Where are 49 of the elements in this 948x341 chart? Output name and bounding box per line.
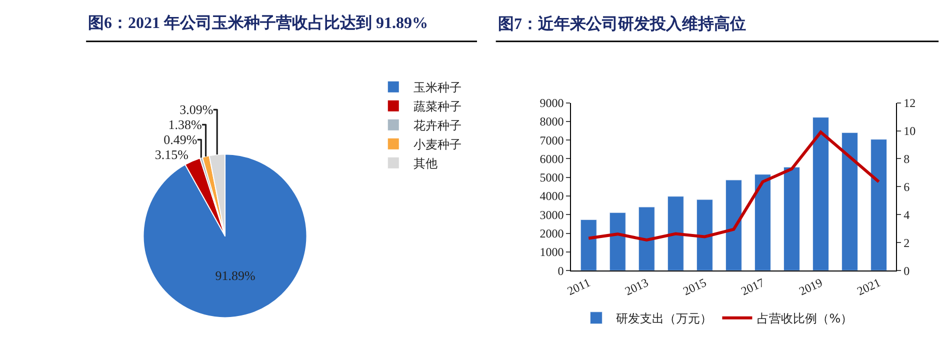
y2-tick-label: 8: [904, 152, 910, 166]
x-tick-label: 2019: [796, 275, 825, 298]
legend-label: 小麦种子: [413, 138, 462, 152]
y2-tick-label: 6: [904, 180, 910, 194]
legend-label: 蔬菜种子: [413, 100, 462, 114]
data-label: 1.38%: [168, 117, 202, 132]
legend-label: 玉米种子: [413, 80, 462, 95]
y-tick-label: 5000: [540, 170, 564, 185]
y2-tick-label: 10: [904, 124, 916, 138]
y-tick-label: 6000: [540, 152, 564, 166]
y-tick-label: 1000: [540, 245, 564, 260]
y2-tick-label: 0: [904, 264, 910, 278]
bar: [870, 139, 888, 271]
bar: [609, 212, 626, 271]
chart-title: 图7：近年来公司研发投入维持高位: [498, 14, 746, 33]
x-tick-label: 2017: [738, 275, 767, 298]
legend-label: 花卉种子: [413, 118, 462, 133]
bar: [580, 219, 597, 271]
x-tick-label: 2015: [680, 275, 708, 298]
chart-title: 图6：2021 年公司玉米种子营收占比达到 91.89%: [88, 14, 428, 32]
y-tick-label: 8000: [540, 114, 564, 129]
x-tick-label: 2011: [565, 275, 592, 298]
data-label: 91.89%: [215, 268, 256, 283]
y2-tick-label: 4: [904, 208, 910, 222]
bar: [638, 206, 655, 271]
bar: [812, 117, 829, 271]
data-label: 0.49%: [164, 132, 198, 148]
y-tick-label: 2000: [540, 226, 564, 240]
x-tick-label: 2013: [622, 275, 650, 298]
y2-tick-label: 12: [904, 96, 916, 110]
line-series: [587, 130, 880, 242]
x-tick-label: 2021: [854, 275, 883, 298]
legend-label: 占营收比例（%）: [757, 312, 853, 326]
data-label: 3.09%: [180, 102, 214, 118]
bar: [754, 174, 771, 271]
y-tick-label: 0: [558, 264, 564, 278]
legend-label: 其他: [413, 156, 438, 171]
bar: [667, 196, 684, 271]
y-tick-label: 4000: [540, 189, 564, 204]
bar: [784, 166, 800, 271]
bar: [842, 132, 858, 271]
y-tick-label: 3000: [540, 208, 564, 222]
legend-label: 研发支出（万元）: [616, 312, 712, 326]
y-tick-label: 7000: [540, 133, 564, 148]
data-label: 3.15%: [154, 147, 189, 162]
y-tick-label: 9000: [540, 96, 564, 110]
y2-tick-label: 2: [904, 236, 910, 250]
bar: [696, 199, 713, 271]
bar: [725, 180, 742, 271]
